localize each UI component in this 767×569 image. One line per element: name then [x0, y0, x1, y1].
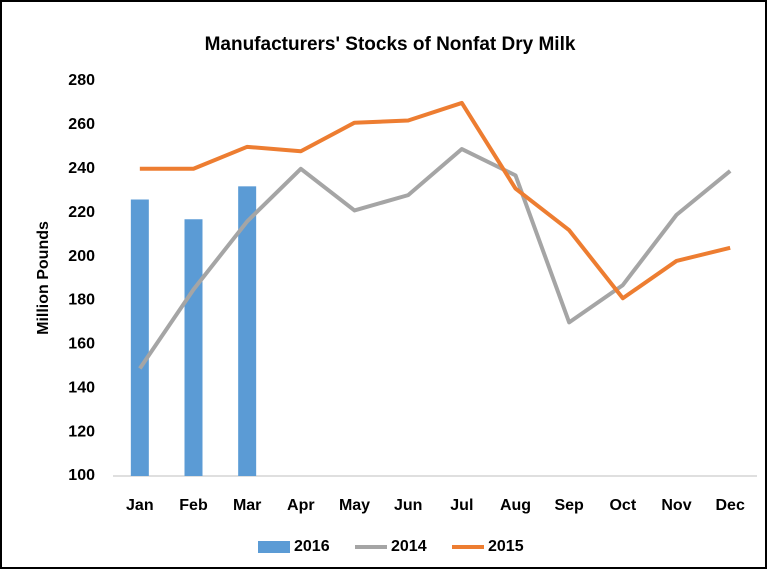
y-tick-label: 140	[68, 379, 95, 396]
bar	[184, 219, 203, 476]
x-tick-label: Apr	[287, 497, 315, 514]
y-tick-label: 220	[68, 204, 95, 221]
x-tick-label: Oct	[609, 497, 636, 514]
chart-title: Manufacturers' Stocks of Nonfat Dry Milk	[205, 34, 576, 55]
x-tick-label: May	[339, 497, 370, 514]
bar	[238, 186, 257, 477]
y-axis-label: Million Pounds	[35, 221, 52, 335]
x-tick-label: Jul	[450, 497, 473, 514]
y-tick-label: 200	[68, 248, 95, 265]
x-tick-label: Sep	[554, 497, 584, 514]
legend-label: 2015	[488, 538, 524, 555]
x-tick-label: Mar	[233, 497, 261, 514]
line	[138, 147, 732, 370]
line	[139, 100, 731, 301]
x-tick-label: Feb	[179, 497, 208, 514]
y-tick-label: 100	[68, 467, 95, 484]
bar	[130, 199, 149, 476]
legend-label: 2016	[294, 538, 330, 555]
y-tick-label: 160	[68, 336, 95, 353]
y-tick-label: 280	[68, 72, 95, 89]
y-tick-label: 120	[68, 423, 95, 440]
x-tick-label: Jan	[126, 497, 154, 514]
y-tick-label: 240	[68, 160, 95, 177]
legend-label: 2014	[391, 538, 427, 555]
legend-swatch	[258, 541, 290, 553]
y-tick-label: 180	[68, 292, 95, 309]
x-tick-label: Jun	[394, 497, 422, 514]
x-tick-label: Nov	[661, 497, 691, 514]
x-tick-label: Dec	[715, 497, 744, 514]
y-tick-label: 260	[68, 116, 95, 133]
x-tick-label: Aug	[500, 497, 531, 514]
